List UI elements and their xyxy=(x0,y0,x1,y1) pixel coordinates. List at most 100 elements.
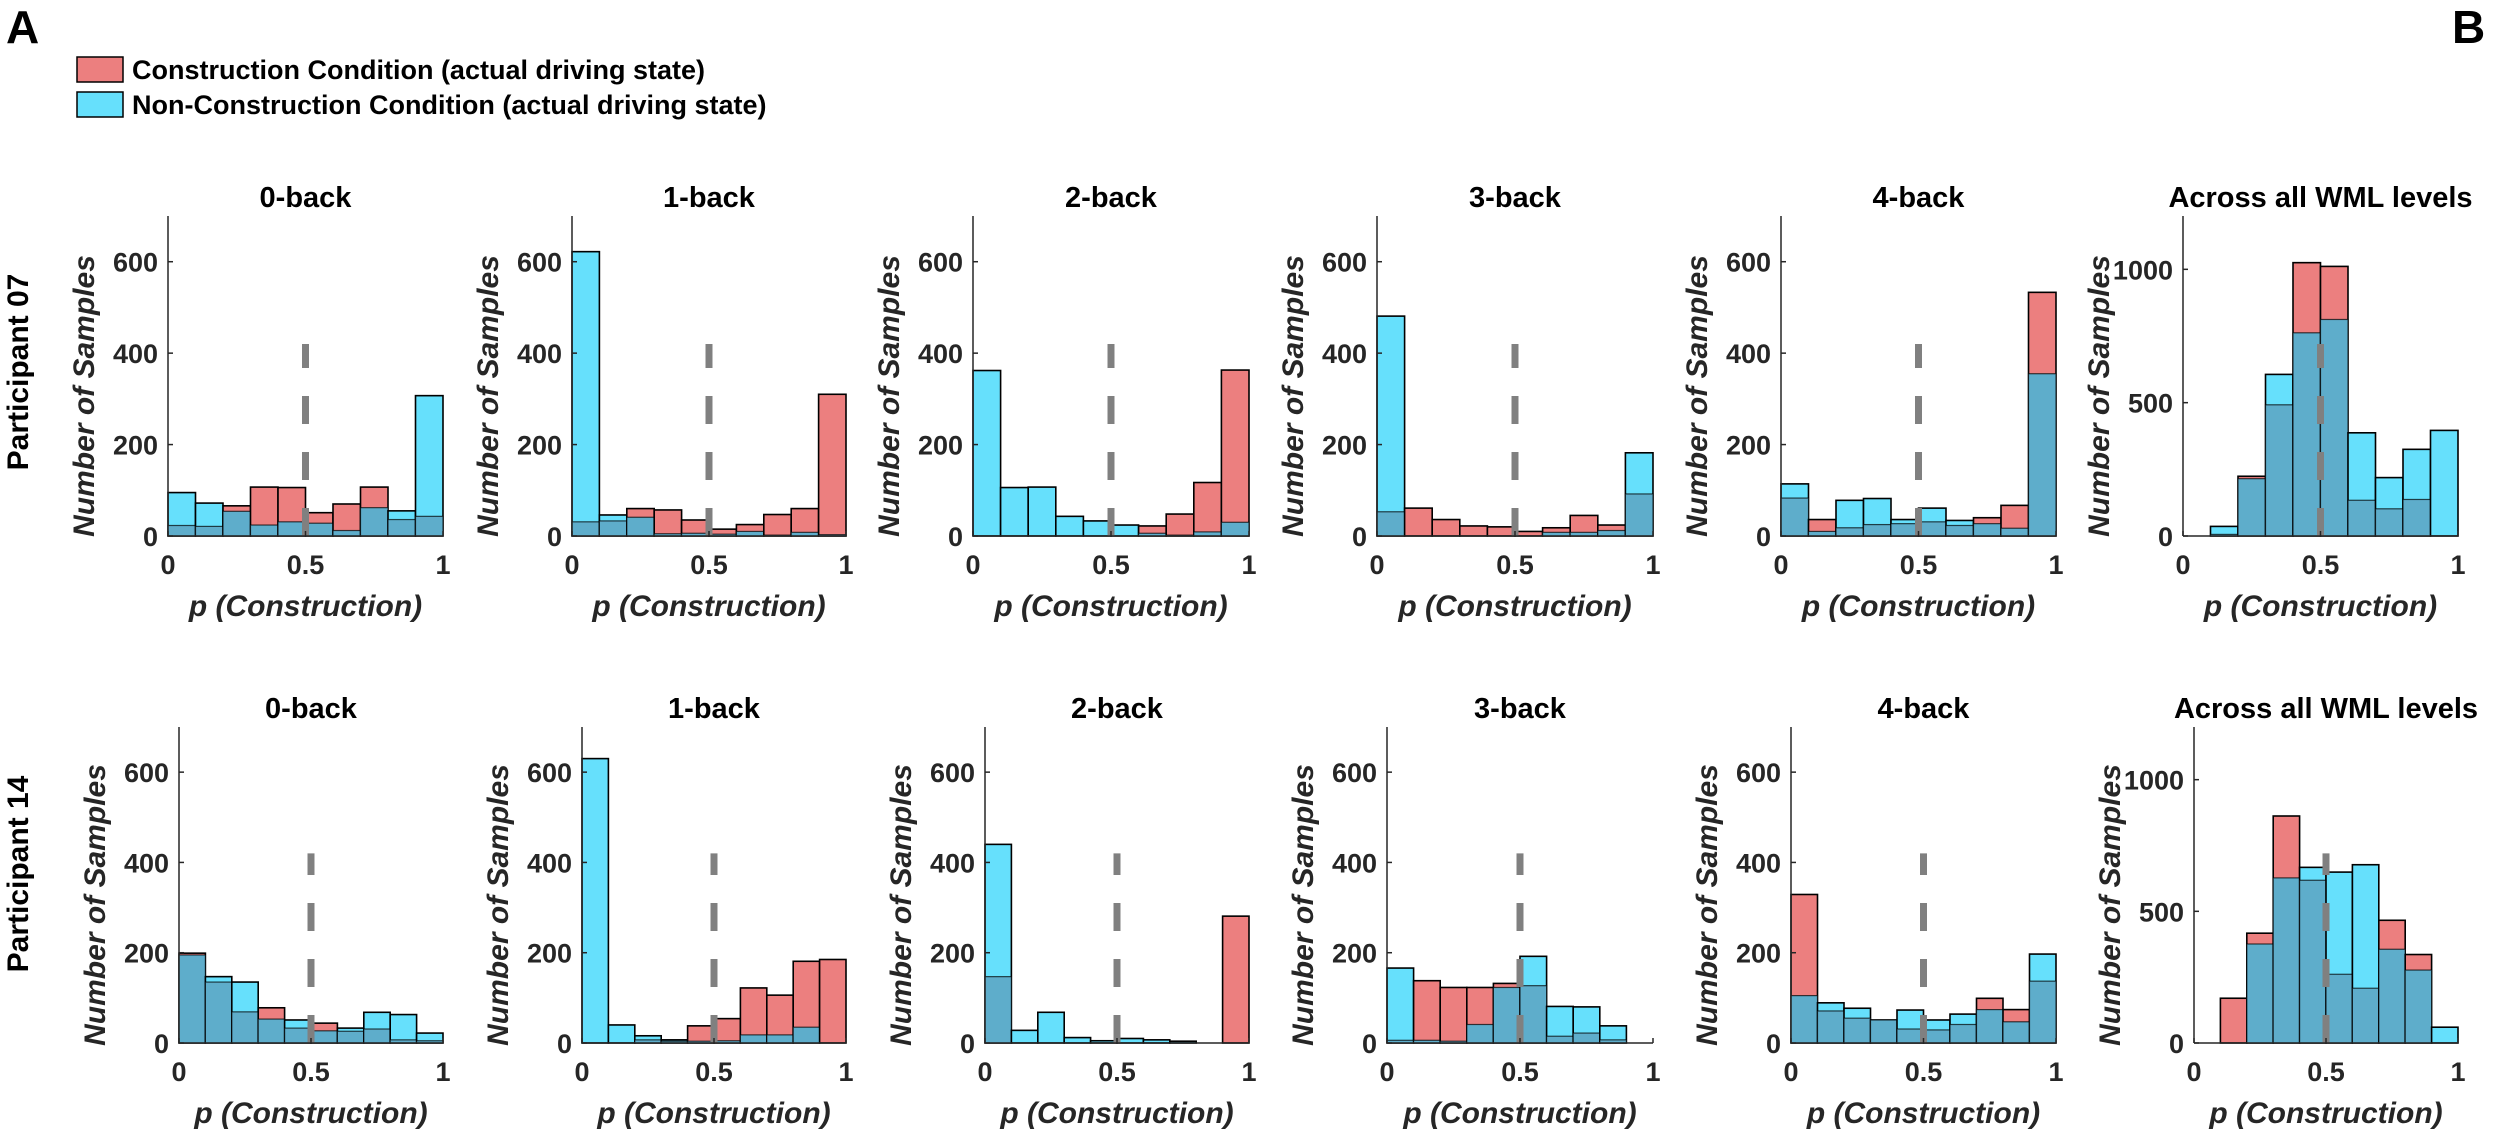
y-axis-label: Number of Samples xyxy=(885,764,918,1046)
x-tick-label: 0.5 xyxy=(1905,1057,1943,1087)
bar-overlap xyxy=(1972,523,2002,537)
x-tick-label: 1 xyxy=(838,550,853,580)
y-tick-label: 0 xyxy=(2158,522,2173,552)
bar-overlap xyxy=(387,518,417,537)
y-axis-label: Number of Samples xyxy=(68,255,101,537)
y-tick-label: 0 xyxy=(557,1029,572,1059)
x-tick-label: 0.5 xyxy=(695,1057,733,1087)
bar-overlap xyxy=(2246,943,2274,1044)
x-tick-label: 0 xyxy=(965,550,980,580)
x-tick-label: 0 xyxy=(2175,550,2190,580)
x-tick-label: 0 xyxy=(977,1057,992,1087)
bar-construction xyxy=(2219,997,2248,1044)
bar-overlap xyxy=(1466,1023,1495,1044)
x-tick-label: 1 xyxy=(1645,550,1660,580)
y-tick-label: 400 xyxy=(1726,339,1771,369)
panel-title: 1-back xyxy=(663,182,756,214)
histogram-panel: 0 200 400 600 0 0.5 1 0-back p (Construction) Num… xyxy=(68,182,451,623)
bar-overlap xyxy=(1949,1023,1978,1044)
bar-overlap xyxy=(2319,318,2349,537)
histogram-panel: 0 200 400 600 0 0.5 1 3-back p (Construction) Num… xyxy=(1287,693,1661,1130)
bar-overlap xyxy=(363,1028,391,1044)
bar-non-construction xyxy=(972,369,1002,537)
bar-overlap xyxy=(1922,1029,1951,1044)
x-tick-label: 1 xyxy=(2450,1057,2465,1087)
y-tick-label: 600 xyxy=(1736,758,1781,788)
y-axis-label: Number of Samples xyxy=(1681,255,1714,537)
y-tick-label: 200 xyxy=(918,431,963,461)
y-axis-label: Number of Samples xyxy=(873,255,906,537)
bar-construction xyxy=(762,513,792,537)
bar-overlap xyxy=(2002,1021,2031,1044)
bar-overlap xyxy=(1816,1010,1845,1044)
bar-overlap xyxy=(1492,986,1521,1044)
y-axis-label: Number of Samples xyxy=(2094,764,2127,1046)
panel-title: 0-back xyxy=(260,182,353,214)
bar-overlap xyxy=(310,1030,338,1044)
panel-title: 4-back xyxy=(1878,693,1971,725)
bar-overlap xyxy=(984,976,1012,1044)
bar-overlap xyxy=(2264,404,2294,537)
y-tick-label: 0 xyxy=(948,522,963,552)
y-axis-label: Number of Samples xyxy=(482,764,515,1046)
x-tick-label: 0 xyxy=(160,550,175,580)
y-tick-label: 600 xyxy=(930,758,975,788)
x-tick-label: 0 xyxy=(1783,1057,1798,1087)
bar-non-construction xyxy=(1055,515,1085,537)
bar-non-construction xyxy=(607,1024,636,1044)
y-tick-label: 600 xyxy=(918,248,963,278)
y-tick-label: 600 xyxy=(1332,758,1377,788)
bar-construction xyxy=(1193,481,1223,537)
bar-overlap xyxy=(332,529,362,537)
x-axis-label: p (Construction) xyxy=(2203,590,2437,623)
histogram-panel: 0 200 400 600 0 0.5 1 4-back p (Construction) Num… xyxy=(1691,693,2064,1130)
x-tick-label: 1 xyxy=(435,550,450,580)
bar-construction xyxy=(653,509,683,537)
x-tick-label: 0 xyxy=(2186,1057,2201,1087)
y-tick-label: 600 xyxy=(1322,248,1367,278)
y-tick-label: 200 xyxy=(113,431,158,461)
y-tick-label: 400 xyxy=(124,848,169,878)
x-tick-label: 1 xyxy=(2450,550,2465,580)
bar-overlap xyxy=(598,520,628,537)
y-tick-label: 0 xyxy=(154,1029,169,1059)
panel-letter-b: B xyxy=(2452,1,2485,53)
y-tick-label: 600 xyxy=(517,248,562,278)
bar-construction xyxy=(1412,979,1441,1044)
bar-overlap xyxy=(2292,332,2322,537)
panel-title: 2-back xyxy=(1071,693,1164,725)
x-axis-label: p (Construction) xyxy=(591,590,825,623)
y-tick-label: 400 xyxy=(527,848,572,878)
bar-overlap xyxy=(1975,1008,2004,1044)
y-tick-label: 500 xyxy=(2128,389,2173,419)
legend-swatch-non-construction xyxy=(76,91,124,118)
bar-non-construction xyxy=(1376,315,1406,537)
x-tick-label: 0 xyxy=(1369,550,1384,580)
histogram-panel: 0 200 400 600 0 0.5 1 4-back p (Construction) Num… xyxy=(1681,182,2064,623)
bar-overlap xyxy=(1545,1035,1574,1044)
x-axis-label: p (Construction) xyxy=(993,590,1227,623)
bar-overlap xyxy=(167,524,197,537)
y-tick-label: 400 xyxy=(1736,848,1781,878)
panel-title: Across all WML levels xyxy=(2174,693,2478,725)
bar-non-construction xyxy=(999,486,1029,537)
y-tick-label: 400 xyxy=(918,339,963,369)
y-tick-label: 200 xyxy=(1322,431,1367,461)
bar-construction xyxy=(1459,525,1489,537)
bar-construction xyxy=(713,1017,742,1044)
bar-overlap xyxy=(231,1011,259,1044)
bar-overlap xyxy=(1220,521,1250,537)
x-axis-label: p (Construction) xyxy=(2208,1097,2442,1130)
y-tick-label: 200 xyxy=(1332,939,1377,969)
row-label-participant-14: Participant 14 xyxy=(2,775,35,972)
panel-title: 4-back xyxy=(1873,182,1966,214)
bar-overlap xyxy=(2237,478,2267,537)
bar-overlap xyxy=(2272,877,2301,1044)
y-tick-label: 400 xyxy=(930,848,975,878)
bar-non-construction xyxy=(1386,967,1415,1044)
bar-construction xyxy=(1220,369,1250,537)
bar-overlap xyxy=(336,1030,365,1044)
bar-non-construction xyxy=(389,1013,418,1044)
y-axis-label: Number of Samples xyxy=(79,764,112,1046)
